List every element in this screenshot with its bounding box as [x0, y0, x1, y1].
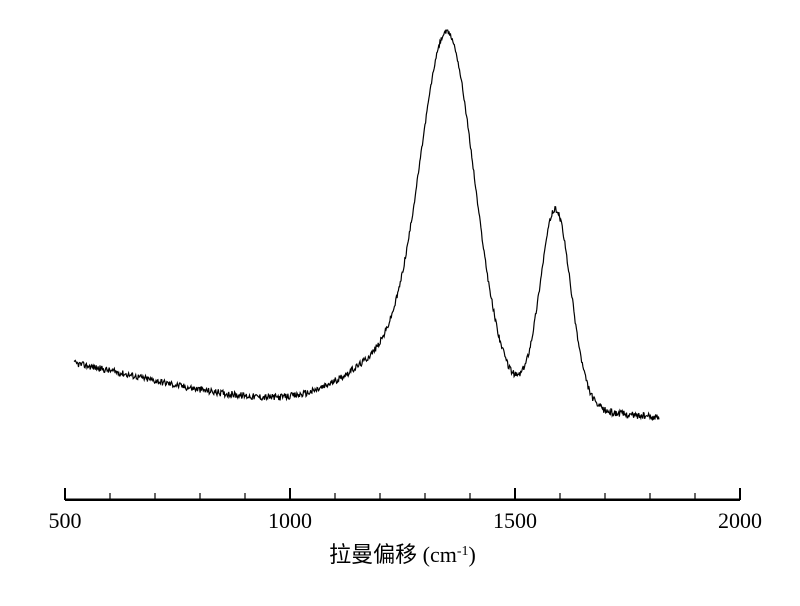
- x-tick-label: 1000: [268, 508, 312, 533]
- chart-svg: 500 1000 1500 2000 拉曼偏移 (cm-1): [0, 0, 800, 606]
- raman-spectrum-chart: 500 1000 1500 2000 拉曼偏移 (cm-1): [0, 0, 800, 606]
- x-axis-label: 拉曼偏移 (cm-1): [329, 542, 476, 567]
- x-tick-label: 1500: [493, 508, 537, 533]
- x-tick-label: 2000: [718, 508, 762, 533]
- spectrum-line: [74, 30, 659, 420]
- x-tick-label: 500: [49, 508, 82, 533]
